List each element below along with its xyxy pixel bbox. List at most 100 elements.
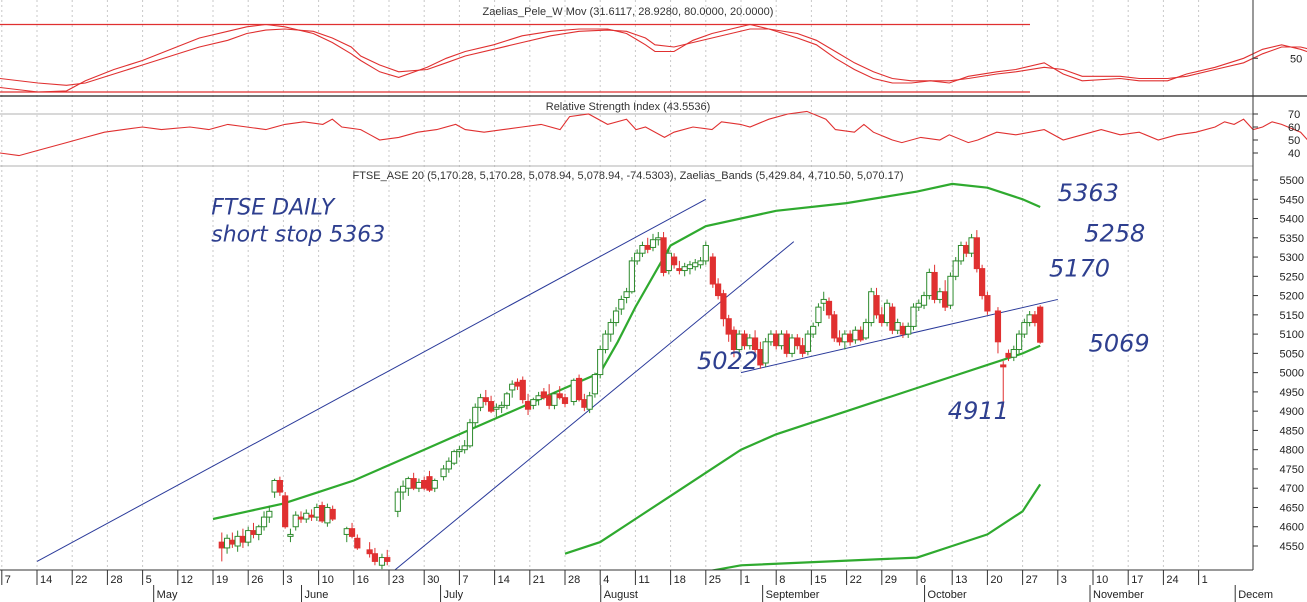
candle-body: [313, 506, 320, 518]
oscillator-lines: [0, 23, 1307, 93]
candle-body: [324, 506, 331, 524]
candle-body: [591, 374, 599, 395]
price-title: FTSE_ASE 20 (5,170.28, 5,170.28, 5,078.9…: [352, 170, 903, 182]
trendline: [394, 241, 795, 570]
annotation-text: 5069: [1089, 329, 1150, 357]
candle-body: [915, 302, 922, 308]
rsi-series-line: [0, 110, 1307, 157]
candle-body: [524, 401, 532, 410]
candle-body: [968, 237, 975, 254]
candle-body: [931, 271, 938, 300]
candle-body: [519, 379, 526, 401]
candle-body: [297, 516, 305, 520]
x-tick-label: 28: [568, 574, 580, 586]
price-tick-label: 5500: [1280, 175, 1304, 187]
candle-body: [329, 508, 336, 520]
candle-body: [767, 333, 775, 343]
x-tick-label: 5: [146, 574, 152, 586]
candle-body: [655, 237, 662, 241]
candle-body: [889, 306, 896, 331]
x-tick-label: 4: [603, 574, 609, 586]
candle-body: [371, 553, 379, 562]
oscillator-title: Zaelias_Pele_W Mov (31.6117, 28.9280, 80…: [483, 6, 774, 18]
candle-body: [1015, 333, 1023, 351]
band-line: [212, 182, 1041, 521]
candle-body: [472, 406, 479, 424]
candle-body: [384, 557, 391, 562]
candle-body: [697, 260, 704, 266]
candle-body: [984, 295, 991, 312]
trendline: [740, 298, 1058, 374]
candle-body: [556, 393, 563, 399]
candle-body: [514, 381, 521, 387]
candle-body: [810, 325, 817, 335]
candle-body: [509, 383, 516, 391]
price-panel: FTSE_ASE 20 (5,170.28, 5,170.28, 5,078.9…: [36, 170, 1304, 570]
candle-body: [639, 244, 646, 254]
candle-body: [535, 395, 542, 401]
candle-body: [394, 491, 401, 512]
candle-body: [431, 480, 438, 489]
candle-body: [715, 283, 722, 297]
candle-body: [894, 322, 901, 331]
candle-body: [686, 264, 694, 270]
annotation-text: 5170: [1049, 254, 1110, 282]
candle-body: [942, 291, 949, 308]
candle-body: [570, 379, 577, 403]
price-tick-label: 5300: [1280, 252, 1304, 264]
candle-body: [628, 260, 635, 293]
candle-body: [378, 557, 386, 566]
candle-body: [426, 476, 433, 491]
candle-body: [873, 295, 880, 316]
band-line: [709, 483, 1042, 570]
candle-body: [229, 539, 236, 545]
candle-body: [551, 393, 558, 406]
rsi-title: Relative Strength Index (43.5536): [546, 101, 711, 113]
rsi-tick-label: 70: [1288, 109, 1300, 121]
candle-body: [994, 310, 1002, 343]
candle-body: [493, 406, 500, 410]
candle-body: [702, 244, 709, 262]
annotation-text: short stop 5363: [211, 223, 385, 248]
candle-body: [899, 325, 907, 335]
price-tick-label: 4950: [1280, 387, 1304, 399]
price-tick-label: 5250: [1280, 271, 1304, 283]
candle-body: [623, 291, 630, 299]
candle-body: [681, 266, 688, 272]
trendline: [36, 198, 707, 562]
candle-body: [260, 516, 268, 528]
candle-body: [618, 298, 625, 310]
price-y-axis: 5500 5450 5400 5350 5300 5250 5200 5150 5100 5050…: [1253, 175, 1304, 553]
month-label: July: [444, 589, 464, 601]
candle-body: [671, 256, 678, 266]
candle-body: [487, 401, 495, 412]
candle-body: [343, 528, 350, 535]
candle-body: [926, 271, 933, 297]
candle-body: [503, 393, 511, 406]
candle-body: [482, 397, 489, 403]
candle-body: [862, 322, 870, 339]
candle-body: [820, 298, 827, 304]
candle-body: [660, 237, 667, 273]
candle-body: [245, 530, 252, 543]
candle-body: [746, 337, 753, 347]
candle-body: [276, 480, 283, 493]
candle-body: [1010, 349, 1017, 358]
candle-body: [852, 329, 859, 341]
rsi-line: [0, 110, 1307, 157]
price-tick-label: 4700: [1280, 483, 1304, 495]
candle-body: [530, 399, 537, 406]
x-tick-label: 30: [427, 574, 439, 586]
x-tick-label: 15: [814, 574, 826, 586]
candle-body: [788, 337, 796, 354]
candle-body: [451, 451, 458, 464]
candle-body: [607, 322, 614, 335]
candle-body: [1026, 314, 1033, 324]
oscillator-series-line: [0, 23, 1307, 93]
candle-body: [405, 478, 412, 489]
candle-body: [303, 512, 310, 520]
month-label: November: [1093, 589, 1144, 601]
candle-body: [799, 345, 806, 354]
rsi-levels: [0, 113, 1253, 167]
